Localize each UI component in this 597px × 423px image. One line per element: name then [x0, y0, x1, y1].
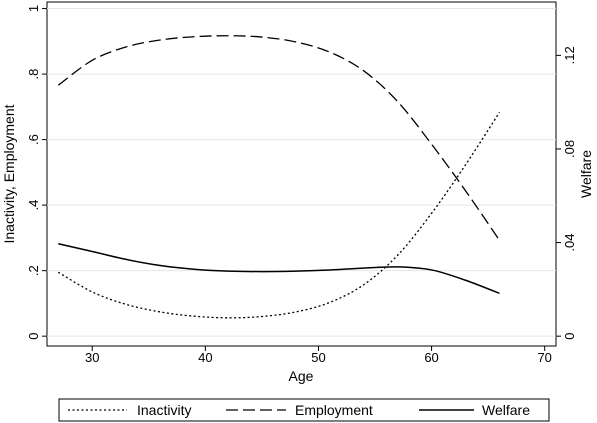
gridlines [47, 8, 556, 337]
x-tick-label: 50 [311, 350, 325, 365]
x-tick-label: 60 [424, 350, 438, 365]
y-left-tick-label: 0 [26, 333, 41, 340]
x-axis-title: Age [289, 368, 314, 384]
x-tick-label: 30 [85, 350, 99, 365]
y-right-tick-label: .12 [562, 46, 577, 64]
legend-label-inactivity: Inactivity [137, 402, 191, 418]
legend-label-employment: Employment [295, 402, 373, 418]
series-lines [57, 35, 500, 319]
y-right-axis-title: Welfare [578, 150, 594, 198]
y-left-tick-label: .4 [26, 200, 41, 211]
axes: 0 .2 .4 .6 .8 1 0 .04 .08 .12 30 40 50 60 70 [26, 5, 577, 365]
legend-box [58, 398, 550, 422]
plot-frame [46, 1, 557, 347]
legend: Inactivity Employment Welfare [58, 398, 550, 422]
y-right-tick-label: .04 [562, 234, 577, 252]
y-right-tick-label: .08 [562, 140, 577, 158]
y-left-tick-label: .6 [26, 134, 41, 145]
x-tick-label: 70 [537, 350, 551, 365]
x-tick-label: 40 [198, 350, 212, 365]
y-left-tick-label: .8 [26, 69, 41, 80]
y-right-tick-label: 0 [562, 333, 577, 340]
y-left-tick-label: 1 [26, 5, 41, 12]
series-line-employment [57, 35, 500, 241]
series-line-inactivity [57, 112, 500, 319]
series-line-welfare [58, 243, 500, 295]
y-left-axis-title: Inactivity, Employment [1, 104, 17, 243]
y-left-tick-label: .2 [26, 265, 41, 276]
legend-label-welfare: Welfare [482, 402, 530, 418]
